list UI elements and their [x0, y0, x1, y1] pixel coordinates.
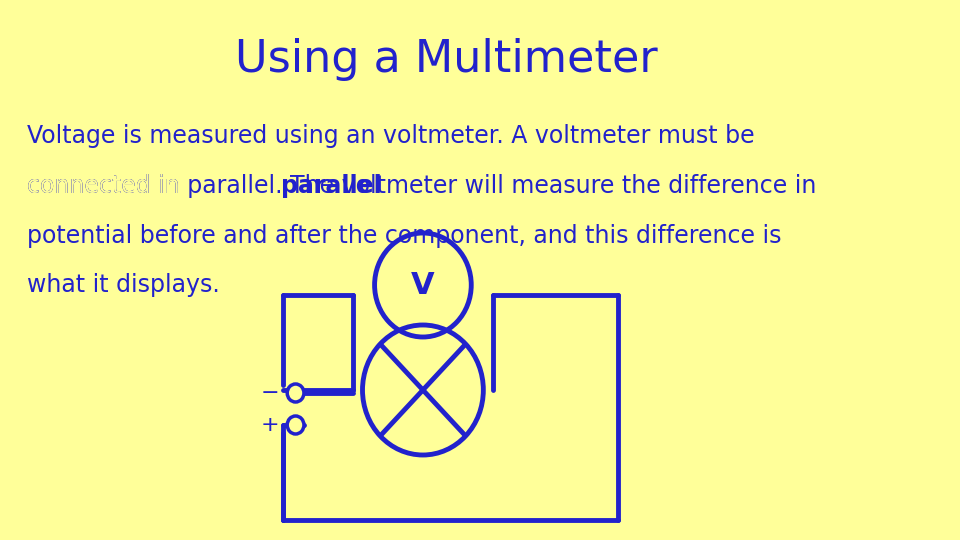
Text: Using a Multimeter: Using a Multimeter [235, 38, 658, 81]
Text: connected in: connected in [27, 174, 187, 198]
Text: connected in parallel. The voltmeter will measure the difference in: connected in parallel. The voltmeter wil… [27, 174, 816, 198]
Text: parallel: parallel [281, 174, 382, 198]
Text: potential before and after the component, and this difference is: potential before and after the component… [27, 224, 781, 247]
Text: +: + [260, 415, 278, 435]
Text: connected in: connected in [27, 174, 187, 198]
Text: −: − [260, 383, 278, 403]
Text: Voltage is measured using an voltmeter. A voltmeter must be: Voltage is measured using an voltmeter. … [27, 124, 755, 148]
Text: V: V [411, 271, 435, 300]
Ellipse shape [287, 384, 304, 402]
Text: what it displays.: what it displays. [27, 273, 220, 297]
Ellipse shape [287, 416, 304, 434]
